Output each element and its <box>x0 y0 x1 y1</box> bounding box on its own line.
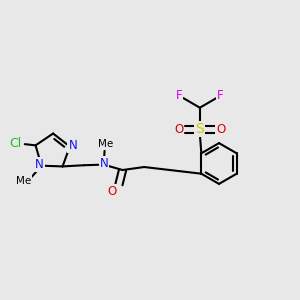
Text: Me: Me <box>98 139 113 149</box>
Text: Me: Me <box>16 176 32 186</box>
Text: Cl: Cl <box>10 137 22 150</box>
Text: O: O <box>108 185 117 198</box>
Text: F: F <box>176 89 182 102</box>
Text: O: O <box>216 122 226 136</box>
Text: N: N <box>35 158 44 171</box>
Text: O: O <box>174 122 184 136</box>
Text: S: S <box>196 122 204 136</box>
Text: F: F <box>217 89 224 102</box>
Text: N: N <box>68 139 77 152</box>
Text: N: N <box>100 157 108 169</box>
